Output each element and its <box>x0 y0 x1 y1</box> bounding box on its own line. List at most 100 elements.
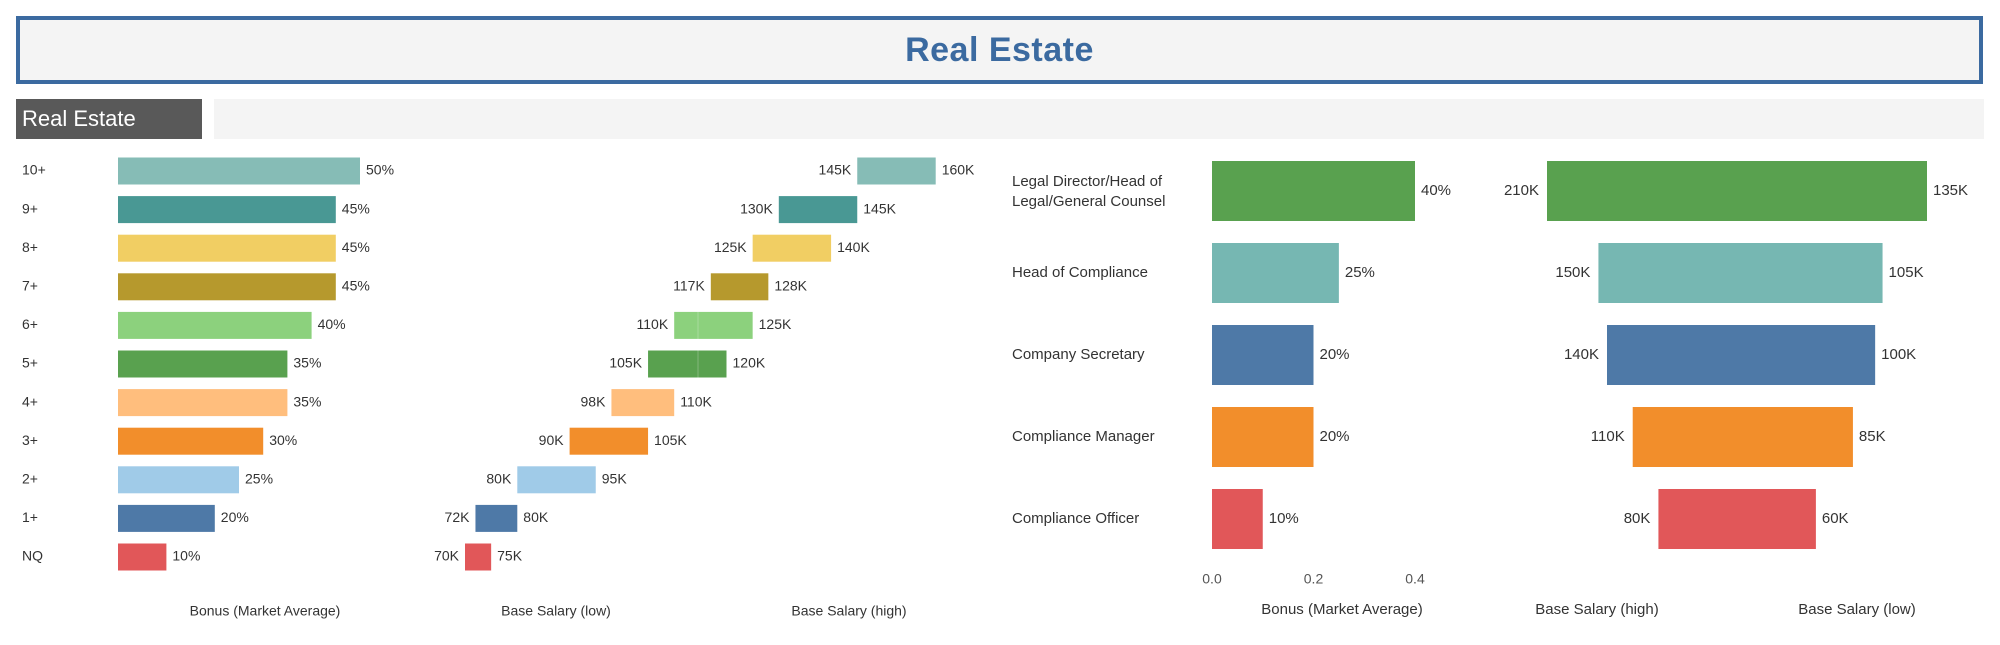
role-salary-high-axis-label: Base Salary (high) <box>1535 601 1658 618</box>
salary-range-bar-5 <box>648 350 727 378</box>
bonus-value-label-6: 35% <box>293 393 321 409</box>
salary-range-bar-7 <box>569 427 649 455</box>
category-label-4: 6+ <box>22 316 38 332</box>
role-bonus-value-label-2: 20% <box>1320 346 1350 363</box>
role-bonus-bar-0 <box>1212 161 1415 221</box>
bonus-value-label-0: 50% <box>366 162 394 178</box>
role-bonus-tick-1: 0.2 <box>1304 571 1324 587</box>
bonus-value-label-7: 30% <box>269 432 297 448</box>
tab-bar <box>214 99 1984 139</box>
role-bonus-bar-4 <box>1212 489 1263 549</box>
bonus-value-label-1: 45% <box>342 200 370 216</box>
role-label-3: Compliance Manager <box>1012 428 1155 445</box>
salary-high-label-7: 105K <box>654 432 687 448</box>
salary-high-label-2: 140K <box>837 239 870 255</box>
salary-range-bar-8 <box>517 466 596 494</box>
role-label-4: Compliance Officer <box>1012 510 1139 527</box>
role-bonus-tick-0: 0.0 <box>1202 571 1222 587</box>
salary-low-label-9: 72K <box>445 509 471 525</box>
role-salary-low-axis-label: Base Salary (low) <box>1798 601 1916 618</box>
role-salary-low-label-3: 85K <box>1859 428 1886 445</box>
category-label-9: 1+ <box>22 509 38 525</box>
salary-high-label-1: 145K <box>863 200 896 216</box>
bonus-value-label-9: 20% <box>221 509 249 525</box>
role-bonus-value-label-0: 40% <box>1421 182 1451 199</box>
salary-range-bar-0 <box>857 157 936 185</box>
salary-range-bar-2 <box>752 234 832 262</box>
role-bonus-bar-2 <box>1212 325 1314 385</box>
bonus-bar-8 <box>118 466 239 494</box>
role-salary-low-label-4: 60K <box>1822 510 1849 527</box>
salary-low-label-2: 125K <box>714 239 747 255</box>
salary-high-label-6: 110K <box>680 393 712 409</box>
tab-real-estate[interactable]: Real Estate <box>16 99 202 139</box>
role-bonus-bar-3 <box>1212 407 1314 467</box>
category-label-1: 9+ <box>22 200 38 216</box>
category-label-2: 8+ <box>22 239 38 255</box>
salary-range-bar-4 <box>674 311 753 339</box>
salary-high-label-10: 75K <box>497 548 523 564</box>
salary-high-label-8: 95K <box>602 471 628 487</box>
role-label-0-line1: Legal Director/Head of <box>1012 173 1163 190</box>
salary-range-bar-9 <box>475 504 518 532</box>
salary-low-label-10: 70K <box>434 548 460 564</box>
salary-low-label-1: 130K <box>740 200 773 216</box>
role-salary-low-label-1: 105K <box>1889 264 1924 281</box>
role-salary-low-label-2: 100K <box>1881 346 1916 363</box>
bonus-axis-label: Bonus (Market Average) <box>190 603 341 619</box>
salary-low-label-5: 105K <box>609 355 642 371</box>
role-salary-bar-0 <box>1547 161 1927 221</box>
salary-high-label-3: 128K <box>774 278 807 294</box>
role-label-2: Company Secretary <box>1012 346 1145 363</box>
role-salary-bar-2 <box>1607 325 1876 385</box>
role-bonus-tick-2: 0.4 <box>1405 571 1425 587</box>
role-salary-high-label-4: 80K <box>1624 510 1651 527</box>
salary-high-label-5: 120K <box>733 355 766 371</box>
bonus-bar-1 <box>118 196 336 224</box>
bonus-bar-7 <box>118 427 264 455</box>
salary-high-axis-label: Base Salary (high) <box>791 603 906 619</box>
category-label-7: 3+ <box>22 432 38 448</box>
bonus-bar-4 <box>118 311 312 339</box>
bonus-bar-0 <box>118 157 360 185</box>
bonus-bar-2 <box>118 234 336 262</box>
category-label-6: 4+ <box>22 393 38 409</box>
salary-range-bar-6 <box>611 389 675 417</box>
role-label-0-line2: Legal/General Counsel <box>1012 193 1165 210</box>
category-label-0: 10+ <box>22 162 46 178</box>
role-salary-high-label-2: 140K <box>1564 346 1599 363</box>
category-label-8: 2+ <box>22 471 38 487</box>
role-salary-bar-3 <box>1632 407 1853 467</box>
bonus-value-label-3: 45% <box>342 278 370 294</box>
role-salary-bar-1 <box>1598 243 1883 303</box>
salary-low-label-7: 90K <box>539 432 565 448</box>
salary-low-label-3: 117K <box>673 278 705 294</box>
bonus-bar-5 <box>118 350 288 378</box>
salary-range-bar-1 <box>778 196 858 224</box>
salary-low-axis-label: Base Salary (low) <box>501 603 611 619</box>
dashboard-title: Real Estate <box>905 30 1094 69</box>
role-salary-high-label-0: 210K <box>1504 182 1539 199</box>
salary-range-bar-3 <box>710 273 769 301</box>
role-label-1: Head of Compliance <box>1012 264 1148 281</box>
role-bonus-value-label-1: 25% <box>1345 264 1375 281</box>
salary-low-label-6: 98K <box>581 393 607 409</box>
bonus-value-label-8: 25% <box>245 471 273 487</box>
salary-high-label-4: 125K <box>759 316 792 332</box>
salary-low-label-0: 145K <box>819 162 852 178</box>
role-bonus-axis-label: Bonus (Market Average) <box>1261 601 1422 618</box>
salary-high-label-9: 80K <box>523 509 549 525</box>
salary-low-label-8: 80K <box>486 471 512 487</box>
role-bonus-value-label-3: 20% <box>1320 428 1350 445</box>
role-salary-bar-4 <box>1658 489 1816 549</box>
role-bonus-bar-1 <box>1212 243 1339 303</box>
bonus-value-label-2: 45% <box>342 239 370 255</box>
dashboard-title-box: Real Estate <box>16 16 1983 84</box>
category-label-3: 7+ <box>22 278 38 294</box>
salary-high-label-0: 160K <box>942 162 975 178</box>
salary-low-label-4: 110K <box>637 316 669 332</box>
category-label-5: 5+ <box>22 355 38 371</box>
category-label-10: NQ <box>22 548 43 564</box>
role-salary-high-label-3: 110K <box>1591 428 1625 445</box>
